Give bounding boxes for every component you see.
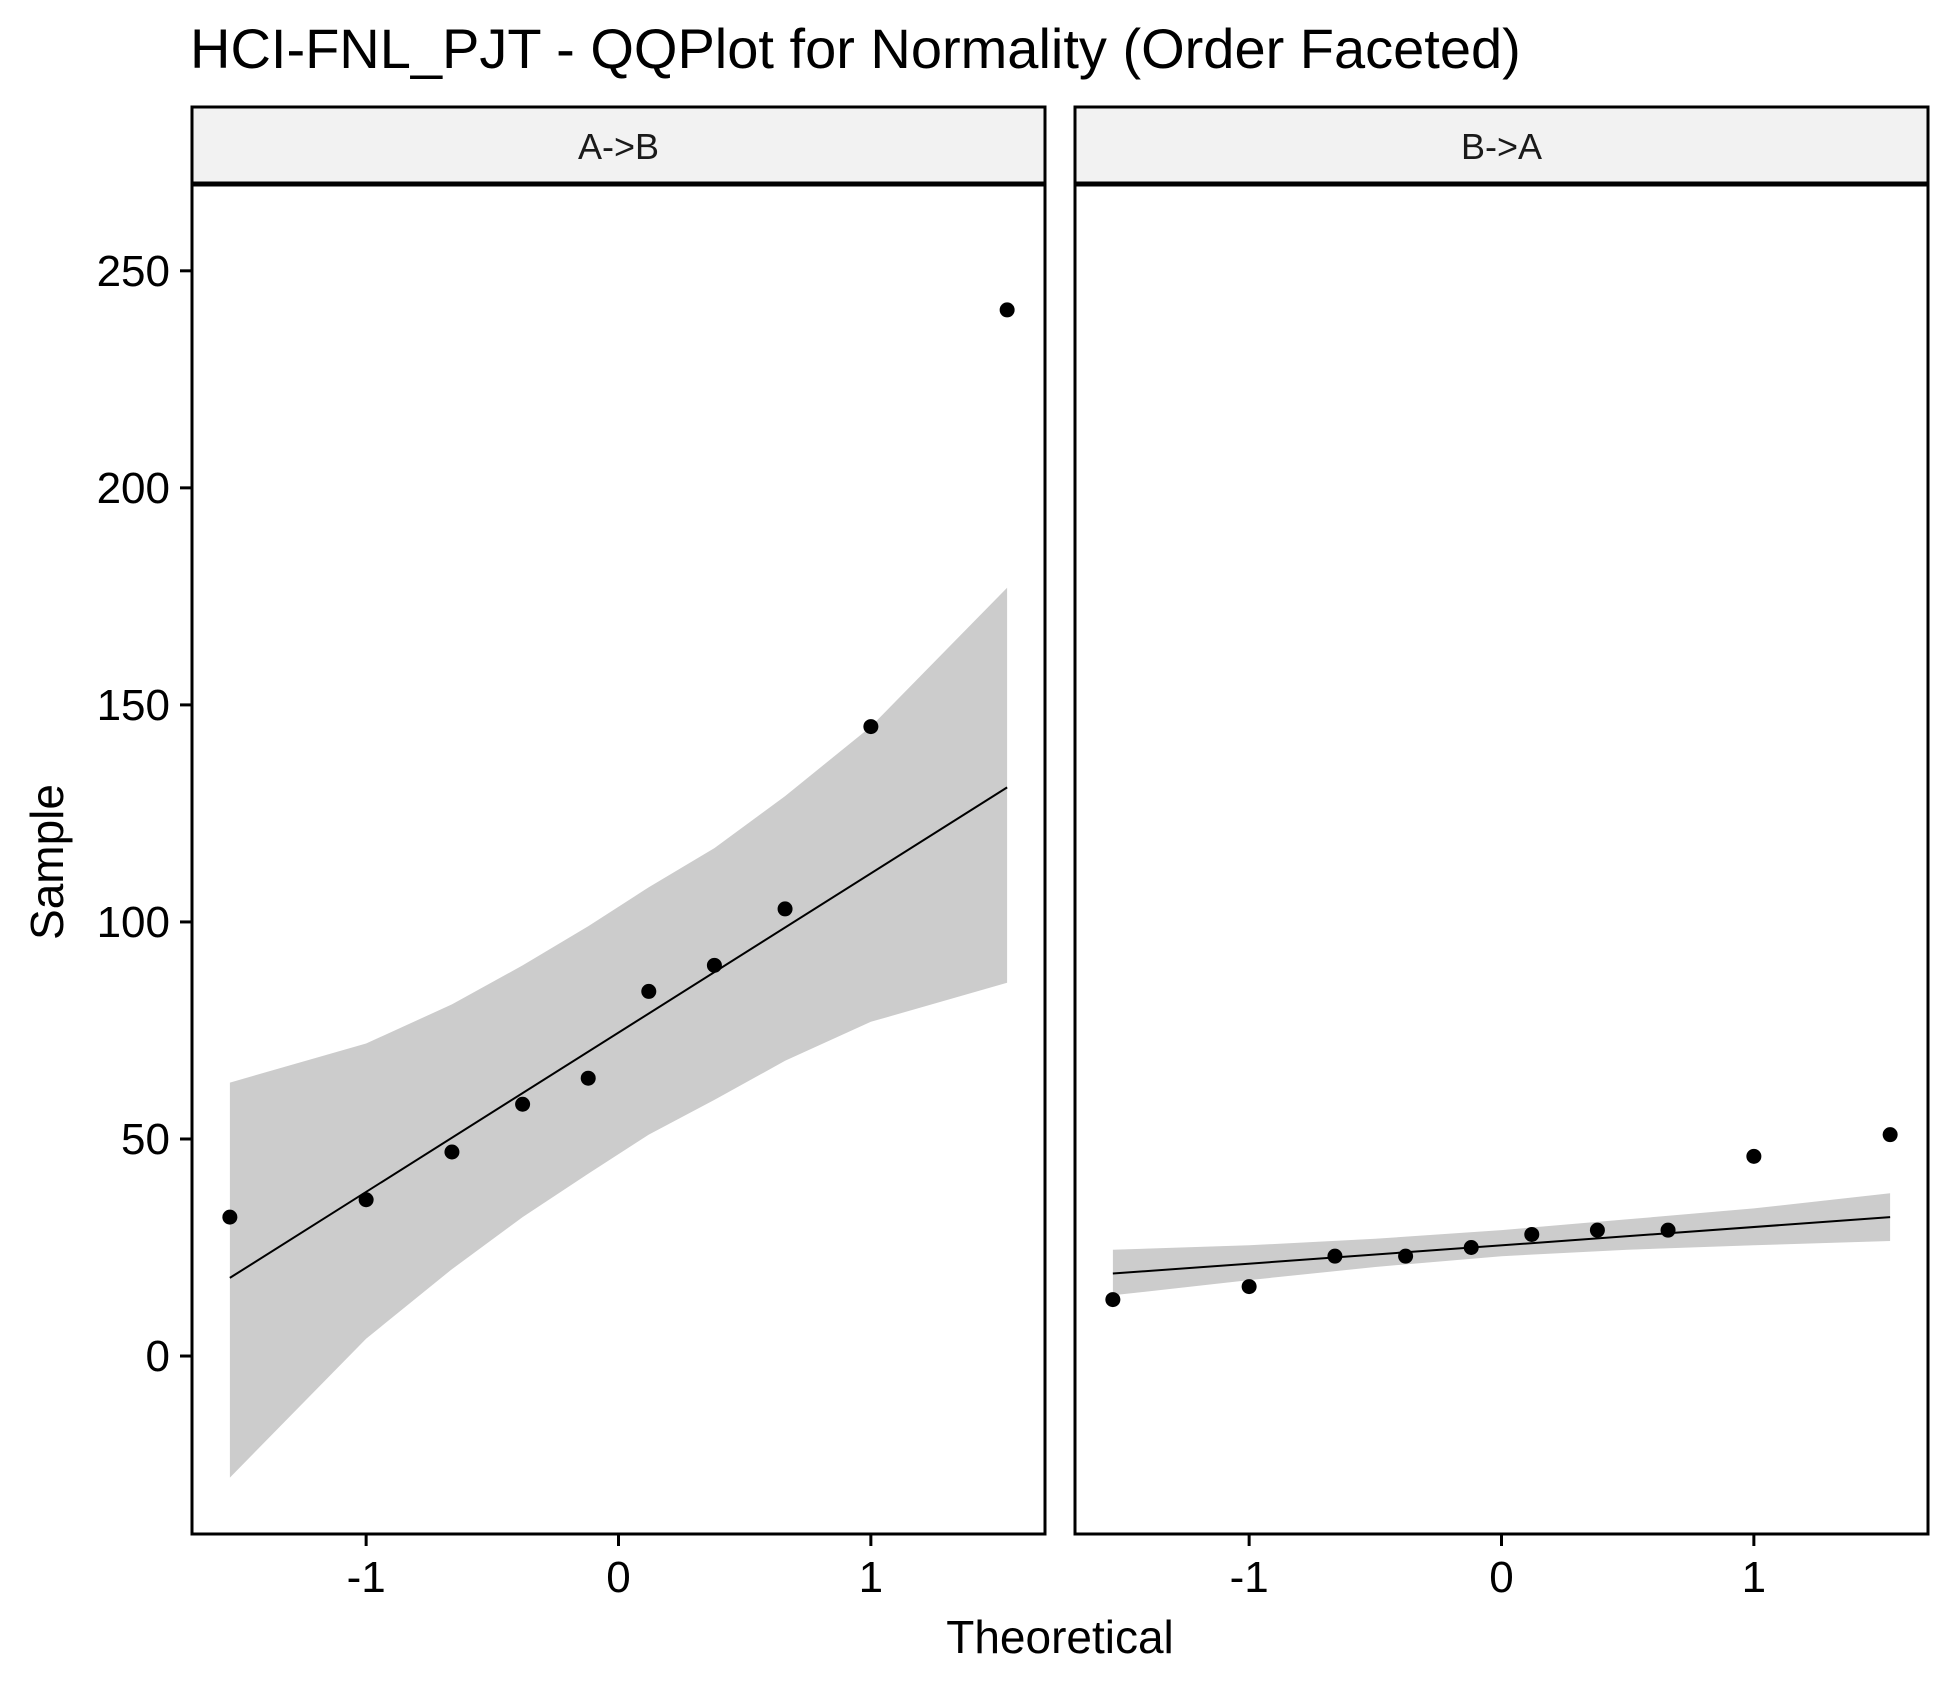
x-tick-label: 0 — [1489, 1553, 1513, 1602]
data-point — [1463, 1240, 1479, 1256]
data-point — [222, 1209, 238, 1225]
y-tick-label: 50 — [121, 1115, 170, 1164]
data-point — [641, 983, 657, 999]
data-point — [999, 302, 1015, 318]
data-point — [1241, 1279, 1257, 1295]
panel-border — [1073, 182, 1930, 1536]
x-tick-label: 1 — [1742, 1553, 1766, 1602]
facet-strip — [190, 105, 1047, 186]
facet-strip-label: B->A — [1461, 126, 1542, 167]
x-tick-label: 0 — [606, 1553, 630, 1602]
data-point — [777, 901, 793, 917]
facet-panel-1: A->B -1 0 1 — [190, 105, 1047, 1602]
facet-strip-label: A->B — [578, 126, 659, 167]
data-point — [1524, 1226, 1540, 1242]
data-point — [1589, 1222, 1605, 1238]
data-point — [515, 1096, 531, 1112]
data-point — [1327, 1248, 1343, 1264]
y-tick-label: 100 — [97, 898, 170, 947]
x-axis-title: Theoretical — [946, 1611, 1174, 1663]
data-point — [863, 719, 879, 735]
y-tick-label: 250 — [97, 247, 170, 296]
data-point — [1398, 1248, 1414, 1264]
data-point — [706, 957, 722, 973]
data-point — [1746, 1148, 1762, 1164]
y-tick-label: 0 — [146, 1332, 170, 1381]
facets-layer: A->B -1 0 1 B->A -1 0 1 — [190, 105, 1930, 1602]
confidence-band — [1112, 1193, 1891, 1296]
data-point — [580, 1070, 596, 1086]
y-tick-label: 150 — [97, 681, 170, 730]
data-point — [358, 1192, 374, 1208]
x-tick-label: -1 — [347, 1553, 386, 1602]
data-point — [1660, 1222, 1676, 1238]
facet-strip — [1073, 105, 1930, 186]
data-point — [1105, 1292, 1121, 1308]
data-point — [444, 1144, 460, 1160]
y-tick-label: 200 — [97, 464, 170, 513]
x-tick-label: -1 — [1230, 1553, 1269, 1602]
chart-title: HCI-FNL_PJT - QQPlot for Normality (Orde… — [190, 17, 1521, 80]
y-axis-title: Sample — [21, 784, 73, 940]
qq-reference-line — [1112, 1216, 1891, 1275]
x-tick-label: 1 — [859, 1553, 883, 1602]
y-axis: 0 50 100 150 200 250 — [97, 247, 192, 1381]
data-point — [1882, 1127, 1898, 1143]
qq-reference-line — [229, 786, 1008, 1279]
facet-panel-2: B->A -1 0 1 — [1073, 105, 1930, 1602]
